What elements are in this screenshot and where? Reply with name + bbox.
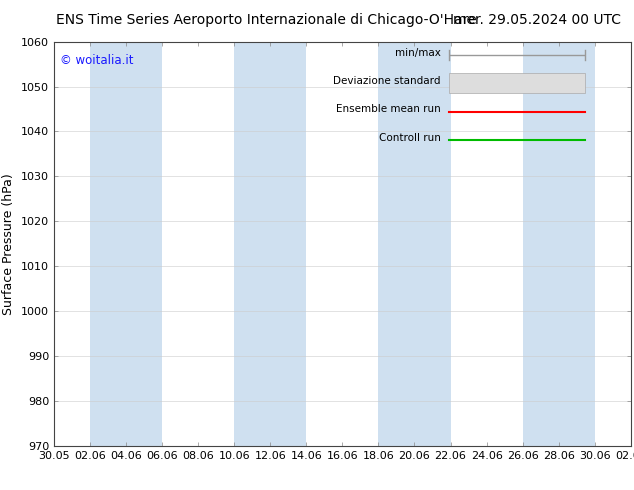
- Text: ENS Time Series Aeroporto Internazionale di Chicago-O'Hare: ENS Time Series Aeroporto Internazionale…: [56, 13, 477, 27]
- Text: mer. 29.05.2024 00 UTC: mer. 29.05.2024 00 UTC: [453, 13, 621, 27]
- Text: © woitalia.it: © woitalia.it: [60, 54, 133, 67]
- Text: min/max: min/max: [394, 48, 441, 58]
- Bar: [234, 42, 306, 446]
- Text: Deviazione standard: Deviazione standard: [333, 76, 441, 86]
- Bar: [449, 73, 585, 94]
- Bar: [522, 42, 595, 446]
- Bar: [378, 42, 451, 446]
- Text: Controll run: Controll run: [378, 133, 441, 143]
- Y-axis label: Surface Pressure (hPa): Surface Pressure (hPa): [3, 173, 15, 315]
- Text: Ensemble mean run: Ensemble mean run: [335, 104, 441, 114]
- Bar: [90, 42, 162, 446]
